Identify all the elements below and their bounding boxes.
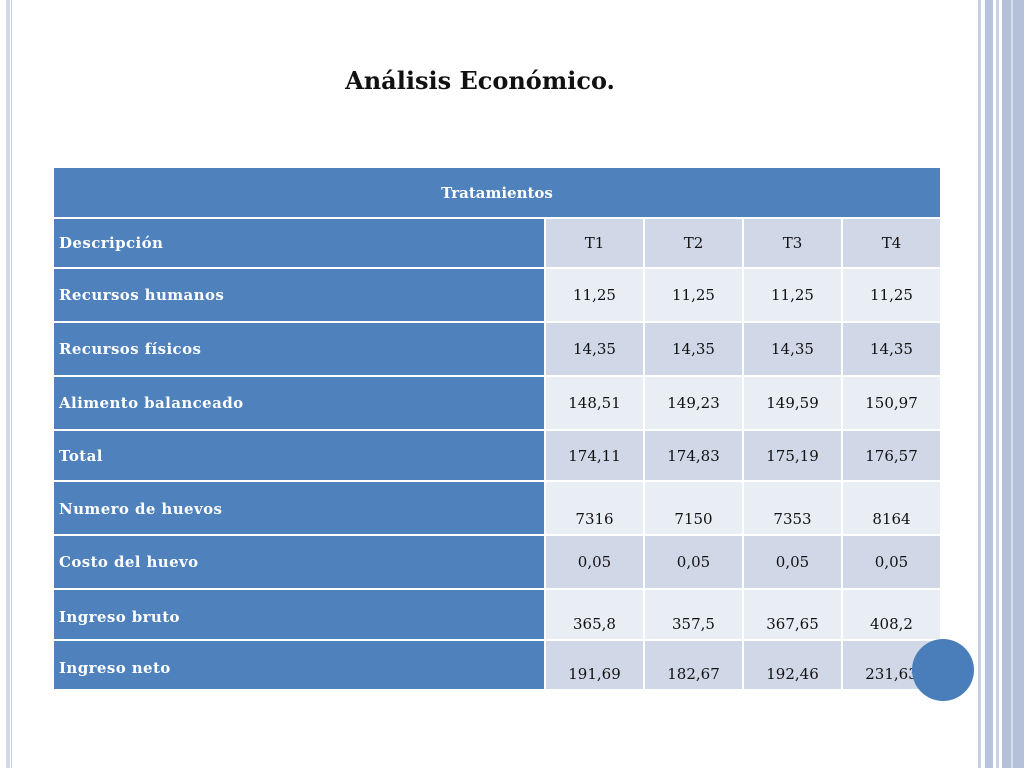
left-frame-line [6,0,10,768]
table-cell: 0,05 [841,534,942,590]
column-header-t2: T2 [643,217,744,269]
table-group-header-row: Tratamientos [52,166,942,219]
table-row: Numero de huevos 7316 7150 7353 8164 [52,480,942,536]
table-cell: 11,25 [742,267,843,323]
row-label: Ingreso bruto [52,588,546,641]
table-cell: 7316 [544,480,645,536]
left-frame-line-inner [11,0,12,768]
table-cell: 357,5 [643,588,744,641]
table-row: Recursos humanos 11,25 11,25 11,25 11,25 [52,267,942,323]
column-header-t4: T4 [841,217,942,269]
table-cell: 148,51 [544,375,645,431]
table-row: Ingreso bruto 365,8 357,5 367,65 408,2 [52,588,942,641]
table-row: Total 174,11 174,83 175,19 176,57 [52,429,942,482]
table-cell: 14,35 [643,321,744,377]
right-frame-stripe [996,0,999,768]
row-label: Numero de huevos [52,480,546,536]
table-cell: 11,25 [841,267,942,323]
table-cell: 182,67 [643,639,744,691]
table-row: Recursos físicos 14,35 14,35 14,35 14,35 [52,321,942,377]
column-header-description: Descripción [52,217,546,269]
row-label: Alimento balanceado [52,375,546,431]
row-label: Total [52,429,546,482]
table-cell: 150,97 [841,375,942,431]
table-cell: 0,05 [742,534,843,590]
table-row: Alimento balanceado 148,51 149,23 149,59… [52,375,942,431]
table-cell: 11,25 [643,267,744,323]
right-frame-stripe [985,0,993,768]
right-frame-stripe [1011,0,1013,768]
table-row: Costo del huevo 0,05 0,05 0,05 0,05 [52,534,942,590]
table-cell: 0,05 [544,534,645,590]
right-frame-stripe [978,0,981,768]
table-cell: 8164 [841,480,942,536]
table-cell: 11,25 [544,267,645,323]
row-label: Recursos humanos [52,267,546,323]
row-label: Recursos físicos [52,321,546,377]
table-cell: 365,8 [544,588,645,641]
row-label: Costo del huevo [52,534,546,590]
column-header-t1: T1 [544,217,645,269]
table-row: Ingreso neto 191,69 182,67 192,46 231,63 [52,639,942,691]
table-cell: 7353 [742,480,843,536]
table-cell: 367,65 [742,588,843,641]
column-header-t3: T3 [742,217,843,269]
group-header-cell: Tratamientos [52,166,942,219]
table-cell: 192,46 [742,639,843,691]
economic-analysis-table: Tratamientos Descripción T1 T2 T3 T4 Rec… [52,166,942,691]
right-frame-stripe [1002,0,1024,768]
table-cell: 191,69 [544,639,645,691]
table-cell: 14,35 [841,321,942,377]
table-cell: 14,35 [544,321,645,377]
table-cell: 7150 [643,480,744,536]
slide-title: Análisis Económico. [345,66,615,95]
table-cell: 176,57 [841,429,942,482]
table-cell: 174,83 [643,429,744,482]
table-cell: 0,05 [643,534,744,590]
table-cell: 175,19 [742,429,843,482]
table-cell: 149,59 [742,375,843,431]
table-cell: 174,11 [544,429,645,482]
table-cell: 408,2 [841,588,942,641]
decorative-circle [912,639,974,701]
table-cell: 149,23 [643,375,744,431]
table-column-header-row: Descripción T1 T2 T3 T4 [52,217,942,269]
table-cell: 14,35 [742,321,843,377]
row-label: Ingreso neto [52,639,546,691]
